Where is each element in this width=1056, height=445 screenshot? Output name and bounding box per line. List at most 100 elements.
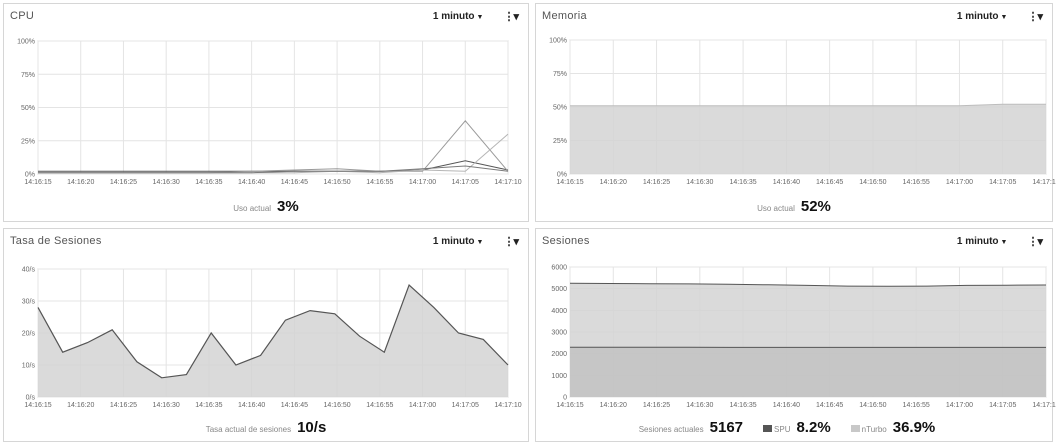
y-tick-label: 3000 bbox=[551, 330, 567, 337]
sessions-panel-title: Sesiones bbox=[542, 235, 590, 247]
memory-range-label: 1 minuto bbox=[956, 11, 999, 22]
cpu-range-label: 1 minuto bbox=[432, 11, 475, 22]
y-tick-label: 50% bbox=[21, 105, 35, 112]
cpu-panel-controls: 1 minuto ▼ ⋮▾ bbox=[433, 10, 519, 23]
sessions-current-value: 5167 bbox=[709, 419, 744, 436]
memory-range-dropdown[interactable]: 1 minuto ▼ bbox=[957, 11, 1008, 22]
sessions-chart: 0 1000 2000 3000 4000 5000 6000 14:16:15 14:16:2… bbox=[551, 265, 1056, 410]
caret-down-icon: ▼ bbox=[476, 14, 484, 21]
x-tick-label: 14:17:10 bbox=[494, 179, 521, 186]
spu-legend-label: SPU bbox=[763, 425, 790, 434]
session-rate-panel: Tasa de Sesiones 1 minuto ▼ ⋮▾ 0/s 10/s 20/… bbox=[3, 228, 529, 442]
session-rate-panel-title: Tasa de Sesiones bbox=[10, 235, 102, 247]
sessions-range-dropdown[interactable]: 1 minuto ▼ bbox=[957, 236, 1008, 247]
x-tick-label: 14:16:40 bbox=[238, 402, 265, 409]
x-tick-label: 14:16:20 bbox=[67, 402, 94, 409]
x-tick-label: 14:16:55 bbox=[903, 179, 930, 186]
x-tick-label: 14:16:50 bbox=[323, 179, 350, 186]
nturbo-swatch bbox=[850, 425, 860, 432]
sessions-current-label: Sesiones actuales bbox=[638, 425, 704, 434]
y-tick-label: 75% bbox=[21, 72, 35, 79]
caret-down-icon: ▼ bbox=[1000, 14, 1008, 21]
x-tick-label: 14:17:00 bbox=[409, 402, 436, 409]
session-rate-chart: 0/s 10/s 20/s 30/s 40/s 14:16:15 14:16:20 14:16… bbox=[22, 267, 522, 410]
x-tick-label: 14:16:25 bbox=[643, 179, 670, 186]
x-tick-label: 14:16:30 bbox=[686, 179, 713, 186]
x-tick-label: 14:17:10 bbox=[1032, 402, 1056, 409]
x-tick-label: 14:17:10 bbox=[1032, 179, 1056, 186]
y-tick-label: 10/s bbox=[22, 363, 36, 370]
x-tick-label: 14:16:40 bbox=[773, 402, 800, 409]
sessions-panel-controls: 1 minuto ▼ ⋮▾ bbox=[957, 235, 1043, 248]
x-tick-label: 14:16:45 bbox=[816, 179, 843, 186]
y-tick-label: 2000 bbox=[551, 351, 567, 358]
caret-down-icon: ▼ bbox=[1000, 239, 1008, 246]
y-tick-label: 100% bbox=[17, 39, 35, 46]
memory-menu-icon[interactable]: ⋮▾ bbox=[1027, 11, 1043, 23]
session-rate-current-value: 10/s bbox=[297, 419, 327, 436]
cpu-range-dropdown[interactable]: 1 minuto ▼ bbox=[433, 11, 484, 22]
memory-current-label: Uso actual bbox=[757, 204, 795, 213]
session-rate-range-dropdown[interactable]: 1 minuto ▼ bbox=[433, 236, 484, 247]
spu-group: SPU 8.2% bbox=[763, 419, 831, 436]
sessions-footer: Sesiones actuales 5167 SPU 8.2% nTurbo 3… bbox=[536, 419, 1052, 436]
sessions-menu-icon[interactable]: ⋮▾ bbox=[1027, 236, 1043, 248]
x-tick-label: 14:17:00 bbox=[409, 179, 436, 186]
series-line bbox=[569, 282, 1047, 287]
x-tick-label: 14:16:35 bbox=[195, 402, 222, 409]
session-rate-footer: Tasa actual de sesiones 10/s bbox=[4, 419, 528, 436]
x-tick-label: 14:16:55 bbox=[366, 402, 393, 409]
memory-footer: Uso actual 52% bbox=[536, 198, 1052, 215]
x-tick-label: 14:16:45 bbox=[281, 402, 308, 409]
memory-chart: 0% 25% 50% 75% 100% 14:16:15 14:16:20 14:16:25 1… bbox=[549, 38, 1056, 187]
x-tick-label: 14:17:00 bbox=[946, 402, 973, 409]
y-tick-label: 0/s bbox=[26, 395, 36, 402]
x-tick-label: 14:16:15 bbox=[24, 179, 51, 186]
nturbo-group: nTurbo 36.9% bbox=[850, 419, 935, 436]
cpu-panel: CPU 1 minuto ▼ ⋮▾ 0% 25% 50% 75% 100% 14:16:15… bbox=[3, 3, 529, 222]
memory-panel-controls: 1 minuto ▼ ⋮▾ bbox=[957, 10, 1043, 23]
series-line bbox=[38, 120, 509, 174]
y-tick-label: 0% bbox=[25, 172, 35, 179]
y-tick-label: 75% bbox=[553, 71, 567, 78]
spu-swatch bbox=[763, 425, 773, 432]
session-rate-current-label: Tasa actual de sesiones bbox=[205, 425, 292, 434]
session-rate-menu-icon[interactable]: ⋮▾ bbox=[503, 236, 519, 248]
x-tick-label: 14:16:20 bbox=[600, 402, 627, 409]
x-tick-label: 14:16:15 bbox=[24, 402, 51, 409]
y-tick-label: 25% bbox=[21, 138, 35, 145]
y-tick-label: 1000 bbox=[551, 373, 567, 380]
series-line bbox=[570, 103, 1046, 107]
x-tick-label: 14:17:05 bbox=[989, 402, 1016, 409]
x-tick-label: 14:16:50 bbox=[323, 402, 350, 409]
x-tick-label: 14:16:55 bbox=[366, 179, 393, 186]
cpu-menu-icon[interactable]: ⋮▾ bbox=[503, 11, 519, 23]
x-tick-label: 14:16:25 bbox=[110, 402, 137, 409]
x-tick-label: 14:16:45 bbox=[281, 179, 308, 186]
x-tick-label: 14:17:10 bbox=[494, 402, 521, 409]
x-tick-label: 14:16:35 bbox=[195, 179, 222, 186]
caret-down-icon: ▼ bbox=[476, 239, 484, 246]
y-tick-label: 100% bbox=[549, 38, 567, 45]
nturbo-legend-label: nTurbo bbox=[850, 425, 887, 434]
y-tick-label: 50% bbox=[553, 105, 567, 112]
x-tick-label: 14:17:05 bbox=[452, 179, 479, 186]
series-area bbox=[570, 104, 1046, 174]
cpu-panel-title: CPU bbox=[10, 10, 35, 22]
x-tick-label: 14:17:05 bbox=[989, 179, 1016, 186]
x-tick-label: 14:16:35 bbox=[729, 179, 756, 186]
sessions-current-group: Sesiones actuales 5167 bbox=[639, 419, 743, 436]
x-tick-label: 14:16:25 bbox=[110, 179, 137, 186]
x-tick-label: 14:16:45 bbox=[816, 402, 843, 409]
x-tick-label: 14:16:30 bbox=[686, 402, 713, 409]
x-tick-label: 14:16:20 bbox=[600, 179, 627, 186]
x-tick-label: 14:16:55 bbox=[903, 402, 930, 409]
y-tick-label: 0 bbox=[563, 395, 567, 402]
memory-panel: Memoria 1 minuto ▼ ⋮▾ 0% 25% 50% 75% 100% 14:1… bbox=[535, 3, 1056, 222]
series-line bbox=[38, 160, 509, 172]
series-area bbox=[570, 347, 1046, 397]
x-tick-label: 14:16:40 bbox=[773, 179, 800, 186]
y-tick-label: 20/s bbox=[22, 331, 36, 338]
session-rate-panel-controls: 1 minuto ▼ ⋮▾ bbox=[433, 235, 519, 248]
y-tick-label: 5000 bbox=[551, 286, 567, 293]
